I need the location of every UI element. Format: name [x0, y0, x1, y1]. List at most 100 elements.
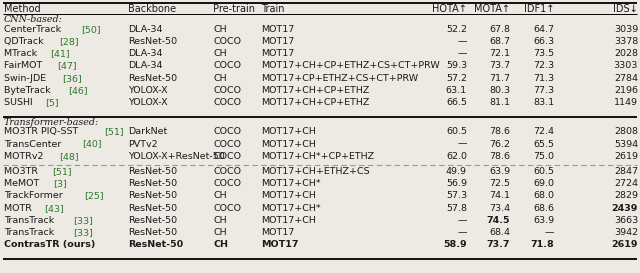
Text: MTrack: MTrack [4, 49, 40, 58]
Text: 73.4: 73.4 [489, 204, 510, 213]
Text: CH: CH [213, 191, 227, 200]
Text: 3303: 3303 [614, 61, 638, 70]
Text: CH: CH [213, 49, 227, 58]
Text: CH: CH [213, 74, 227, 83]
Text: DLA-34: DLA-34 [128, 49, 163, 58]
Text: 72.5: 72.5 [489, 179, 510, 188]
Text: MO3TR: MO3TR [4, 167, 41, 176]
Text: MOT17+CP+ETHZ+CS+CT+PRW: MOT17+CP+ETHZ+CS+CT+PRW [261, 74, 418, 83]
Text: 3942: 3942 [614, 228, 638, 237]
Text: TrackFormer: TrackFormer [4, 191, 66, 200]
Text: 64.7: 64.7 [533, 25, 554, 34]
Text: 59.3: 59.3 [446, 61, 467, 70]
Text: MOT17: MOT17 [261, 240, 298, 249]
Text: COCO: COCO [213, 98, 241, 107]
Text: [33]: [33] [73, 216, 93, 225]
Text: MOTR: MOTR [4, 204, 35, 213]
Text: CH: CH [213, 228, 227, 237]
Text: 73.5: 73.5 [533, 49, 554, 58]
Text: MOT17+CH: MOT17+CH [261, 127, 316, 136]
Text: 1149: 1149 [614, 98, 638, 107]
Text: [3]: [3] [53, 179, 67, 188]
Text: MOTA↑: MOTA↑ [474, 4, 510, 14]
Text: 63.9: 63.9 [533, 216, 554, 225]
Text: MeMOT: MeMOT [4, 179, 42, 188]
Text: IDS↓: IDS↓ [613, 4, 638, 14]
Text: MOT17+CH*+CP+ETHZ: MOT17+CH*+CP+ETHZ [261, 152, 374, 161]
Text: 2619: 2619 [614, 152, 638, 161]
Text: TransTrack: TransTrack [4, 216, 57, 225]
Text: MOTRv2: MOTRv2 [4, 152, 47, 161]
Text: MOT17+CH*: MOT17+CH* [261, 204, 321, 213]
Text: 66.3: 66.3 [533, 37, 554, 46]
Text: YOLOX-X+ResNet-50: YOLOX-X+ResNet-50 [128, 152, 225, 161]
Text: CNN-based:: CNN-based: [4, 14, 63, 23]
Text: Pre-train: Pre-train [213, 4, 255, 14]
Text: 66.5: 66.5 [446, 98, 467, 107]
Text: —: — [458, 49, 467, 58]
Text: 63.9: 63.9 [489, 167, 510, 176]
Text: MOT17+CH: MOT17+CH [261, 191, 316, 200]
Text: 74.5: 74.5 [486, 216, 510, 225]
Text: [51]: [51] [52, 167, 72, 176]
Text: MOT17: MOT17 [261, 25, 294, 34]
Text: [48]: [48] [59, 152, 79, 161]
Text: HOTA↑: HOTA↑ [432, 4, 467, 14]
Text: 3039: 3039 [614, 25, 638, 34]
Text: TransCenter: TransCenter [4, 140, 65, 149]
Text: COCO: COCO [213, 167, 241, 176]
Text: 71.7: 71.7 [489, 74, 510, 83]
Text: 57.2: 57.2 [446, 74, 467, 83]
Text: 3663: 3663 [614, 216, 638, 225]
Text: FairMOT: FairMOT [4, 61, 45, 70]
Text: DLA-34: DLA-34 [128, 25, 163, 34]
Text: MO3TR PIQ-SST: MO3TR PIQ-SST [4, 127, 81, 136]
Text: ResNet-50: ResNet-50 [128, 240, 183, 249]
Text: 68.6: 68.6 [533, 204, 554, 213]
Text: [50]: [50] [81, 25, 101, 34]
Text: COCO: COCO [213, 61, 241, 70]
Text: 57.3: 57.3 [446, 191, 467, 200]
Text: MOT17+CH+ETHZ+CS: MOT17+CH+ETHZ+CS [261, 167, 370, 176]
Text: 80.3: 80.3 [489, 86, 510, 95]
Text: CenterTrack: CenterTrack [4, 25, 64, 34]
Text: PVTv2: PVTv2 [128, 140, 157, 149]
Text: Method: Method [4, 4, 40, 14]
Text: Train: Train [261, 4, 285, 14]
Text: CH: CH [213, 216, 227, 225]
Text: TransTrack: TransTrack [4, 228, 57, 237]
Text: 74.1: 74.1 [489, 191, 510, 200]
Text: MOT17+CH+CP+ETHZ: MOT17+CH+CP+ETHZ [261, 98, 369, 107]
Text: 67.8: 67.8 [489, 25, 510, 34]
Text: ResNet-50: ResNet-50 [128, 204, 177, 213]
Text: DarkNet: DarkNet [128, 127, 167, 136]
Text: —: — [458, 228, 467, 237]
Text: MOT17+CH+CP+ETHZ+CS+CT+PRW: MOT17+CH+CP+ETHZ+CS+CT+PRW [261, 61, 440, 70]
Text: —: — [458, 140, 467, 149]
Text: QDTrack: QDTrack [4, 37, 47, 46]
Text: ResNet-50: ResNet-50 [128, 191, 177, 200]
Text: ResNet-50: ResNet-50 [128, 167, 177, 176]
Text: MOT17: MOT17 [261, 49, 294, 58]
Text: 68.4: 68.4 [489, 228, 510, 237]
Text: [5]: [5] [45, 98, 59, 107]
Text: 2439: 2439 [612, 204, 638, 213]
Text: [36]: [36] [62, 74, 82, 83]
Text: MOT17+CH: MOT17+CH [261, 216, 316, 225]
Text: MOT17: MOT17 [261, 228, 294, 237]
Text: 68.7: 68.7 [489, 37, 510, 46]
Text: 71.3: 71.3 [533, 74, 554, 83]
Text: 65.5: 65.5 [533, 140, 554, 149]
Text: 71.8: 71.8 [531, 240, 554, 249]
Text: ResNet-50: ResNet-50 [128, 216, 177, 225]
Text: [33]: [33] [73, 228, 93, 237]
Text: 49.9: 49.9 [446, 167, 467, 176]
Text: COCO: COCO [213, 127, 241, 136]
Text: [43]: [43] [44, 204, 63, 213]
Text: CH: CH [213, 25, 227, 34]
Text: 2829: 2829 [614, 191, 638, 200]
Text: 2808: 2808 [614, 127, 638, 136]
Text: ResNet-50: ResNet-50 [128, 228, 177, 237]
Text: 60.5: 60.5 [533, 167, 554, 176]
Text: [46]: [46] [68, 86, 88, 95]
